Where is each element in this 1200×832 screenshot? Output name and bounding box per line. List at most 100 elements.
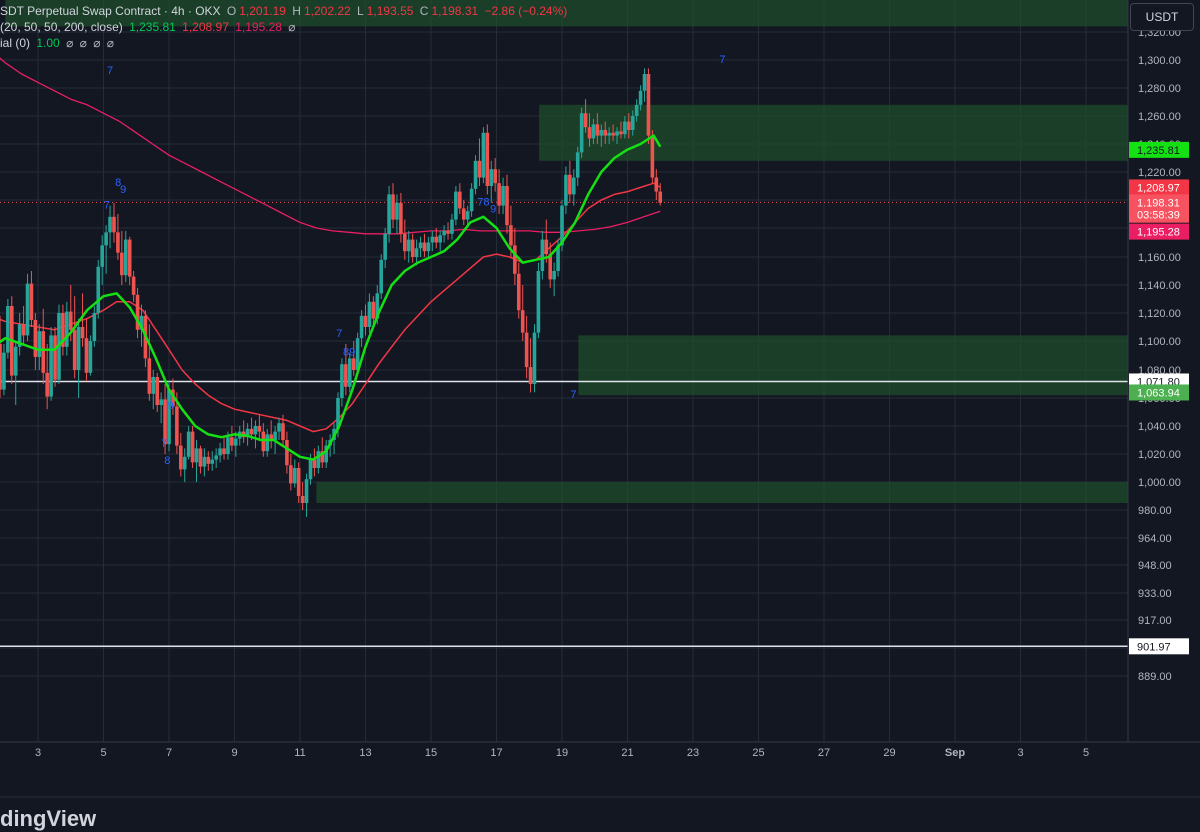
ma-legend[interactable]: (20, 50, 50, 200, close) 1,235.81 1,208.… [0,20,299,34]
indicator-na-2: ⌀ [79,36,87,50]
price-label-text: 03:58:39 [1137,210,1180,222]
price-label-box [1129,141,1189,158]
candle-body [222,448,226,454]
price-tick-label: 1,220.00 [1138,167,1181,179]
candle-body [116,232,120,253]
candle-body [591,124,596,139]
candle-body [88,341,93,373]
candle-body [100,245,104,267]
candle-body [513,245,517,274]
candle-body [623,121,627,135]
ma-slow-line [0,57,661,235]
indicator-na-3: ⌀ [93,36,101,50]
candle-body [285,440,289,466]
time-tick-label: 19 [556,747,568,759]
candle-body [6,306,10,353]
sequence-label: 7 [719,54,725,66]
candle-body [646,74,651,136]
symbol-legend: SDT Perpetual Swap Contract · 4h · OKX O… [0,4,570,18]
candle-body [300,496,305,503]
candle-body [501,186,505,206]
high-value: 1,202.22 [303,4,351,18]
candle-body [351,358,356,370]
price-label-text: 1,198.31 [1137,197,1180,209]
candle-body [210,459,215,464]
candle-body [461,208,466,220]
sequence-label: 7 [161,438,167,450]
time-tick-label: 23 [687,747,699,759]
candle-body [548,254,553,280]
time-tick-label: 13 [359,747,371,759]
candle-body [61,313,65,347]
currency-button[interactable]: USDT [1130,3,1194,31]
candle-body [611,132,615,136]
time-tick-label: 3 [35,747,41,759]
price-tick-label: 1,020.00 [1138,449,1181,461]
candle-body [261,431,266,452]
price-label-text: 1,235.81 [1137,145,1180,157]
indicator-name: ial (0) [0,36,31,50]
candle-body [520,310,525,333]
demand-zone [5,0,1128,27]
close-label: C [419,4,429,18]
candle-body [68,311,73,330]
candle-body [347,358,352,387]
candle-body [634,104,639,116]
candle-body [257,426,262,432]
candle-body [53,335,57,380]
candle-body [0,343,2,390]
time-tick-label: 3 [1017,747,1023,759]
candle-body [406,239,411,252]
candle-body [355,338,360,370]
candle-body [536,271,541,333]
candle-body [277,423,281,432]
indicator-legend[interactable]: ial (0) 1.00 ⌀ ⌀ ⌀ ⌀ [0,36,117,50]
time-axis-bg [0,742,1200,821]
candle-body [403,233,407,252]
price-tick-label: 964.00 [1138,533,1172,545]
candle-body [194,448,199,463]
candle-body [599,130,604,136]
ma-mid-line [0,182,661,433]
time-tick-label: 25 [752,747,764,759]
candle-body [249,428,254,435]
candle-body [84,338,89,373]
time-tick-label: 5 [1083,747,1089,759]
candle-body [383,233,387,260]
candle-body [17,324,22,347]
candle-body [171,389,175,407]
time-tick-label: 5 [100,747,106,759]
sequence-label: 8 [115,177,121,189]
indicator-value: 1.00 [36,36,60,50]
candle-body [108,216,112,233]
candle-body [371,301,376,319]
price-tick-label: 1,280.00 [1138,83,1181,95]
candle-body [516,273,521,311]
candle-body [564,174,568,206]
price-tick-label: 1,120.00 [1138,308,1181,320]
high-label: H [292,4,301,18]
sequence-label: 7 [336,328,342,340]
candle-body [375,293,380,319]
candle-body [528,367,533,384]
candle-body [344,364,348,387]
candle-body [595,124,600,136]
candle-body [544,239,549,255]
candle-body [135,294,140,330]
candle-body [182,456,187,470]
price-label-text: 1,063.94 [1137,387,1180,399]
demand-zone [578,335,1128,396]
candle-body [112,216,116,233]
candle-body [218,448,222,456]
candle-body [469,188,474,212]
price-label-box [1129,179,1189,196]
candle-body [395,202,399,220]
candle-body [642,74,647,91]
price-label-box [1129,206,1189,223]
candle-body [619,131,623,135]
price-tick-label: 1,260.00 [1138,111,1181,123]
candle-body [556,245,560,271]
candle-body [509,225,513,246]
price-label-box [1129,194,1189,211]
